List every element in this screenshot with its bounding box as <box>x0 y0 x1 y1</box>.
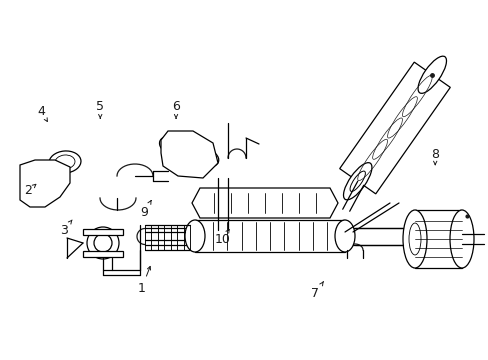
Polygon shape <box>195 220 345 252</box>
Polygon shape <box>192 188 337 218</box>
Text: 2: 2 <box>24 184 36 197</box>
Ellipse shape <box>197 153 212 163</box>
Ellipse shape <box>27 173 47 187</box>
Ellipse shape <box>417 56 446 93</box>
Ellipse shape <box>402 210 426 268</box>
Text: 7: 7 <box>311 282 323 300</box>
Text: 8: 8 <box>430 148 438 165</box>
Ellipse shape <box>36 161 68 183</box>
Ellipse shape <box>159 136 186 156</box>
Text: 4: 4 <box>38 105 47 121</box>
Ellipse shape <box>49 151 81 173</box>
Ellipse shape <box>343 163 371 200</box>
Ellipse shape <box>191 149 218 167</box>
Polygon shape <box>161 131 218 178</box>
Ellipse shape <box>334 220 354 252</box>
Polygon shape <box>414 210 461 268</box>
Ellipse shape <box>21 168 53 192</box>
Text: 1: 1 <box>138 266 150 294</box>
Ellipse shape <box>55 155 75 169</box>
Ellipse shape <box>349 171 365 192</box>
Text: 3: 3 <box>60 220 72 237</box>
Ellipse shape <box>184 220 204 252</box>
Polygon shape <box>20 160 70 207</box>
Polygon shape <box>83 251 123 257</box>
Ellipse shape <box>165 140 181 152</box>
Ellipse shape <box>87 227 119 259</box>
Text: 10: 10 <box>214 229 230 246</box>
Text: 5: 5 <box>96 100 104 118</box>
Ellipse shape <box>408 223 420 255</box>
Ellipse shape <box>177 141 204 161</box>
Text: 6: 6 <box>172 100 180 118</box>
Polygon shape <box>339 62 449 194</box>
Ellipse shape <box>42 165 62 179</box>
Ellipse shape <box>183 146 199 156</box>
Text: 9: 9 <box>140 201 151 219</box>
Polygon shape <box>83 229 123 235</box>
Ellipse shape <box>449 210 473 268</box>
Ellipse shape <box>94 234 112 252</box>
